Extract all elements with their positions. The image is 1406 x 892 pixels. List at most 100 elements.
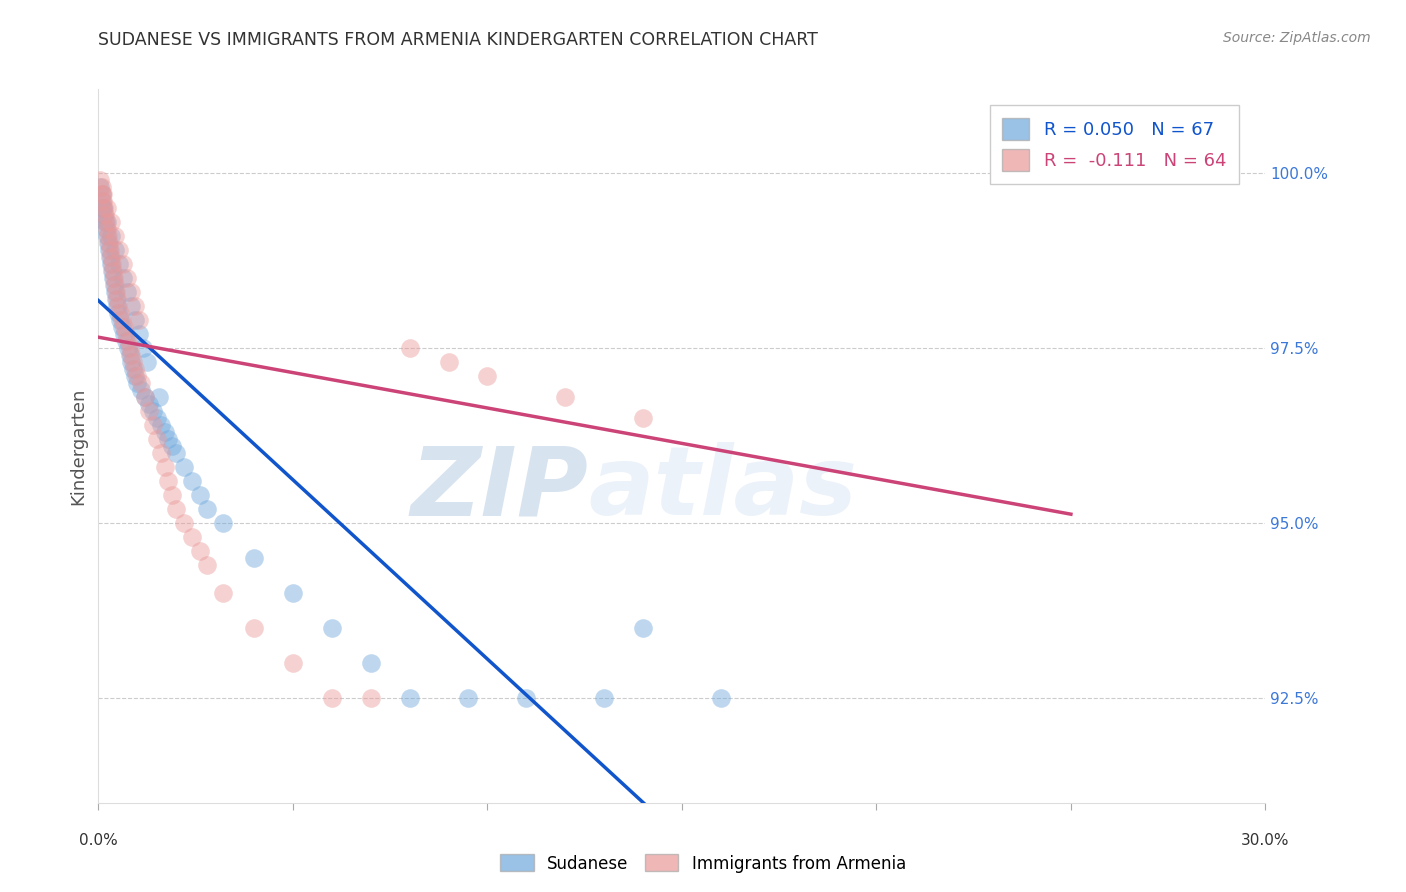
Point bbox=[127, 376, 149, 390]
Point bbox=[142, 417, 165, 432]
Point bbox=[138, 397, 160, 411]
Point bbox=[93, 201, 115, 215]
Point bbox=[90, 187, 112, 202]
Point bbox=[153, 460, 176, 475]
Point bbox=[103, 278, 125, 293]
Point bbox=[146, 432, 169, 446]
Point bbox=[103, 271, 125, 285]
Point bbox=[98, 243, 121, 257]
Point bbox=[162, 488, 184, 502]
Point bbox=[243, 621, 266, 635]
Point bbox=[195, 558, 218, 572]
Point bbox=[398, 341, 420, 355]
Point bbox=[127, 369, 149, 384]
Point bbox=[180, 474, 202, 488]
Point bbox=[94, 215, 117, 229]
Point bbox=[121, 355, 143, 369]
Point bbox=[96, 222, 118, 236]
Point bbox=[90, 180, 112, 194]
Point bbox=[129, 376, 152, 390]
Point bbox=[105, 292, 128, 306]
Point bbox=[101, 264, 124, 278]
Point bbox=[107, 306, 129, 320]
Point bbox=[149, 417, 172, 432]
Text: atlas: atlas bbox=[589, 442, 858, 535]
Point bbox=[93, 201, 115, 215]
Point bbox=[115, 285, 138, 299]
Point bbox=[100, 229, 122, 244]
Point bbox=[100, 215, 122, 229]
Point bbox=[321, 621, 343, 635]
Point bbox=[114, 327, 136, 342]
Point bbox=[111, 313, 134, 327]
Point bbox=[96, 229, 118, 244]
Point bbox=[96, 215, 118, 229]
Point bbox=[103, 271, 125, 285]
Point bbox=[118, 348, 141, 362]
Point bbox=[165, 502, 187, 516]
Point bbox=[97, 236, 120, 251]
Point bbox=[281, 586, 304, 600]
Point bbox=[122, 355, 145, 369]
Point bbox=[165, 446, 187, 460]
Point bbox=[114, 334, 136, 348]
Point bbox=[124, 362, 146, 376]
Point bbox=[477, 369, 499, 384]
Point bbox=[153, 425, 176, 439]
Point bbox=[129, 383, 152, 397]
Point bbox=[437, 355, 460, 369]
Point bbox=[180, 530, 202, 544]
Text: 0.0%: 0.0% bbox=[79, 833, 118, 848]
Point bbox=[91, 194, 114, 208]
Point bbox=[108, 257, 131, 271]
Point bbox=[104, 278, 127, 293]
Point bbox=[104, 285, 127, 299]
Point bbox=[631, 621, 654, 635]
Point bbox=[398, 690, 420, 705]
Point bbox=[120, 299, 142, 313]
Point bbox=[554, 390, 576, 404]
Point bbox=[157, 432, 180, 446]
Point bbox=[710, 690, 733, 705]
Point bbox=[103, 264, 125, 278]
Point bbox=[136, 355, 159, 369]
Point bbox=[360, 656, 382, 670]
Point bbox=[188, 488, 211, 502]
Point bbox=[104, 292, 127, 306]
Point bbox=[243, 550, 266, 565]
Point bbox=[94, 208, 117, 222]
Point bbox=[138, 404, 160, 418]
Point bbox=[89, 173, 111, 187]
Point bbox=[108, 313, 131, 327]
Point bbox=[117, 341, 139, 355]
Point bbox=[111, 271, 134, 285]
Point bbox=[112, 320, 135, 334]
Point bbox=[1060, 166, 1083, 180]
Point bbox=[98, 243, 121, 257]
Point bbox=[128, 327, 150, 342]
Point bbox=[121, 348, 143, 362]
Point bbox=[631, 411, 654, 425]
Point bbox=[134, 390, 156, 404]
Point bbox=[93, 208, 115, 222]
Point bbox=[134, 390, 156, 404]
Y-axis label: Kindergarten: Kindergarten bbox=[69, 387, 87, 505]
Point bbox=[360, 690, 382, 705]
Point bbox=[321, 690, 343, 705]
Point bbox=[111, 257, 134, 271]
Point bbox=[124, 313, 146, 327]
Point bbox=[132, 341, 155, 355]
Point bbox=[89, 180, 111, 194]
Point bbox=[98, 236, 121, 251]
Point bbox=[91, 201, 114, 215]
Point bbox=[100, 250, 122, 264]
Point bbox=[162, 439, 184, 453]
Point bbox=[128, 313, 150, 327]
Point bbox=[111, 320, 134, 334]
Point bbox=[117, 334, 139, 348]
Point bbox=[105, 299, 128, 313]
Point bbox=[91, 194, 114, 208]
Point bbox=[96, 215, 118, 229]
Point bbox=[212, 586, 235, 600]
Point bbox=[593, 690, 616, 705]
